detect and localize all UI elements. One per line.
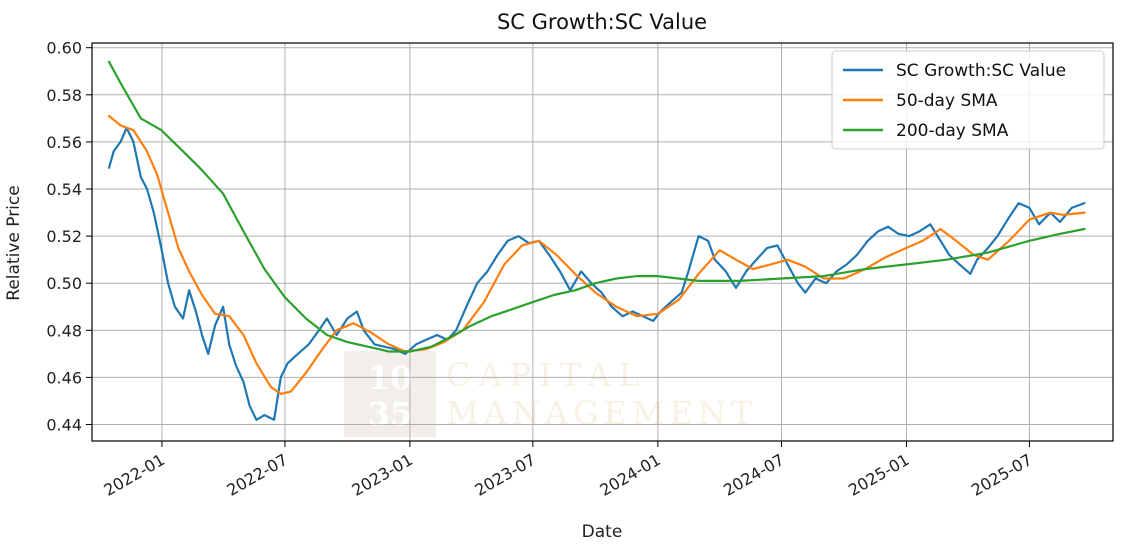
y-tick-label: 0.56 [46, 133, 82, 152]
y-axis-label: Relative Price [4, 185, 24, 300]
y-tick-label: 0.44 [46, 416, 82, 435]
watermark-text-line1: CAPITAL [446, 356, 648, 394]
watermark-badge-line1: 10 [368, 359, 413, 397]
x-tick-label: 2024-07 [720, 450, 787, 500]
x-tick-label: 2022-07 [224, 450, 291, 500]
watermark: 10 35 CAPITAL MANAGEMENT [344, 351, 757, 437]
x-tick-label: 2025-01 [845, 450, 912, 500]
x-axis-label: Date [582, 522, 623, 542]
y-tick-label: 0.60 [46, 39, 82, 58]
x-tick-label: 2023-07 [471, 450, 538, 500]
legend-box [831, 50, 1105, 150]
watermark-badge [344, 351, 436, 437]
series-line-50-day-sma [107, 114, 1086, 395]
watermark-badge-line2: 35 [368, 395, 413, 433]
y-tick-label: 0.50 [46, 274, 82, 293]
x-tick-label: 2025-07 [968, 450, 1035, 500]
legend-label-growth-value: SC Growth:SC Value [896, 61, 1066, 81]
series-layer [107, 60, 1086, 421]
legend-label-200-day-sma: 200-day SMA [896, 121, 1009, 141]
x-tick-label: 2024-01 [596, 450, 663, 500]
x-tick-label: 2023-01 [349, 450, 416, 500]
y-tick-label: 0.58 [46, 86, 82, 105]
legend-label-50-day-sma: 50-day SMA [896, 91, 998, 111]
y-tick-label: 0.46 [46, 368, 82, 387]
axes-frame [91, 42, 1114, 442]
series-line-growth-value [107, 126, 1086, 421]
chart-title: SC Growth:SC Value [497, 10, 707, 34]
y-tick-label: 0.48 [46, 321, 82, 340]
y-tick-label: 0.52 [46, 227, 82, 246]
watermark-text-line2: MANAGEMENT [446, 394, 757, 432]
x-tick-label: 2022-01 [101, 450, 168, 500]
legend: SC Growth:SC Value 50-day SMA 200-day SM… [831, 50, 1105, 150]
y-tick-label: 0.54 [46, 180, 82, 199]
series-line-200-day-sma [107, 60, 1086, 353]
